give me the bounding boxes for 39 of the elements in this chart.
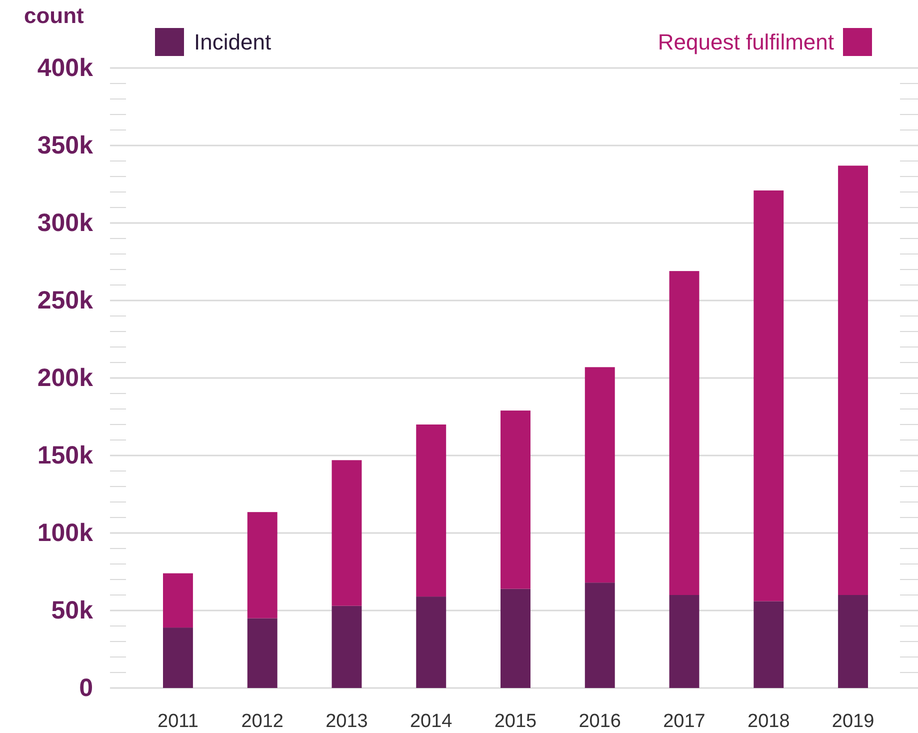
x-tick-label: 2017 [663, 711, 706, 732]
y-axis-title: count [24, 3, 85, 28]
bar [332, 606, 362, 688]
bar [500, 410, 530, 589]
bar [669, 271, 700, 595]
bar [838, 166, 868, 595]
bar [332, 460, 362, 606]
x-tick-label: 2014 [410, 711, 453, 732]
bar [584, 582, 615, 688]
x-tick-label: 2011 [158, 711, 198, 732]
bar [669, 595, 700, 688]
bar [416, 596, 446, 688]
bar [416, 424, 446, 597]
x-tick-label: 2015 [494, 711, 537, 732]
y-tick-label: 200k [37, 364, 94, 392]
x-tick-label: 2016 [578, 711, 622, 732]
bar [500, 588, 530, 688]
x-tick-label: 2019 [832, 711, 874, 732]
x-tick-label: 2018 [748, 711, 790, 732]
bar [754, 190, 784, 602]
text: Request fulfilment [658, 30, 834, 55]
y-tick-label: 350k [37, 132, 94, 160]
bar [163, 628, 193, 688]
x-tick-label: 2012 [241, 711, 284, 732]
x-tick-label: 2013 [326, 711, 368, 732]
y-tick-label: 100k [37, 519, 94, 547]
bar [584, 367, 615, 583]
y-tick-label: 150k [37, 442, 94, 470]
bar [754, 601, 784, 688]
bar [163, 573, 193, 628]
bar [247, 618, 278, 688]
bar [838, 595, 868, 688]
y-tick-label: 400k [37, 54, 94, 82]
y-tick-label: 250k [37, 286, 94, 314]
bar [247, 512, 278, 618]
y-tick-label: 0 [79, 674, 93, 702]
legend-label: Incident [194, 30, 272, 55]
y-tick-label: 50k [51, 596, 94, 624]
y-tick-label: 300k [37, 209, 94, 237]
